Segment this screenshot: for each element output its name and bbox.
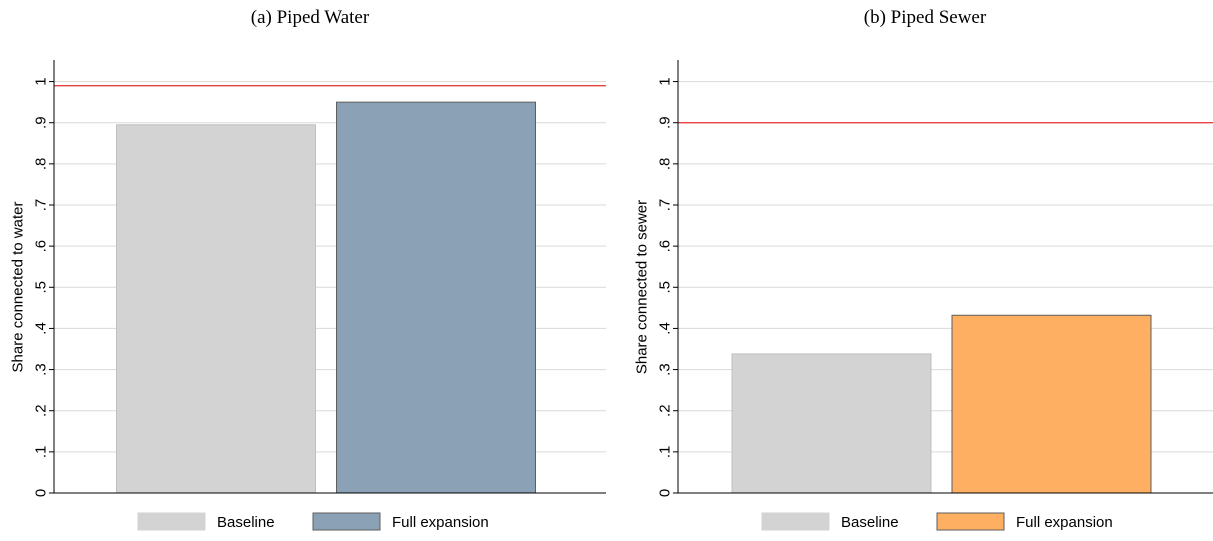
legend-swatch-full-expansion xyxy=(936,512,1005,531)
y-tick-label: .6 xyxy=(33,240,50,253)
bar-full-expansion xyxy=(336,101,536,494)
y-tick-label: .9 xyxy=(33,116,50,129)
y-tick-label: 0 xyxy=(33,489,50,497)
y-tick-label: .4 xyxy=(657,322,674,335)
y-tick-label: .1 xyxy=(657,446,674,459)
y-tick-label: .8 xyxy=(657,158,674,171)
y-tick-label: .5 xyxy=(657,281,674,294)
bar-baseline xyxy=(116,124,316,494)
y-tick-label: .1 xyxy=(33,446,50,459)
y-tick-label: 1 xyxy=(33,77,50,85)
legend-label-baseline: Baseline xyxy=(841,514,899,531)
bar-chart-piped-sewer: (b) Piped Sewer 0 .1 .2 .3 .4 .5 .6 .7 .8 .9 1 Share… xyxy=(634,7,1213,531)
legend-label-full-expansion: Full expansion xyxy=(1016,514,1113,531)
y-tick-label: .6 xyxy=(657,240,674,253)
y-tick-label: .5 xyxy=(33,281,50,294)
y-tick-label: .3 xyxy=(657,363,674,376)
legend-swatch-baseline xyxy=(137,512,206,531)
y-tick-label: 0 xyxy=(657,489,674,497)
chart-title: (b) Piped Sewer xyxy=(864,7,987,28)
legend-label-full-expansion: Full expansion xyxy=(392,514,489,531)
bar-baseline xyxy=(731,353,932,494)
y-tick-label: .7 xyxy=(657,199,674,212)
chart-panel-piped-sewer: (b) Piped Sewer 0 .1 .2 .3 .4 .5 .6 .7 .8 .9 1 Share… xyxy=(624,0,1213,536)
y-tick-label: .7 xyxy=(33,199,50,212)
y-tick-label: .2 xyxy=(33,404,50,417)
y-tick-label: .9 xyxy=(657,116,674,129)
y-tick-label: 1 xyxy=(657,77,674,85)
y-tick-label: .2 xyxy=(657,404,674,417)
legend-swatch-baseline xyxy=(761,512,830,531)
y-tick-label: .8 xyxy=(33,158,50,171)
y-axis-label: Share connected to water xyxy=(10,202,27,373)
legend-swatch-full-expansion xyxy=(312,512,381,531)
chart-title: (a) Piped Water xyxy=(251,7,370,28)
bar-full-expansion xyxy=(951,314,1152,494)
legend-label-baseline: Baseline xyxy=(217,514,275,531)
bar-chart-piped-water: (a) Piped Water 0 .1 .2 .3 .4 .5 .6 .7 .8 .9 1 Share… xyxy=(10,7,606,531)
y-axis-label: Share connected to sewer xyxy=(634,200,651,374)
y-tick-label: .4 xyxy=(33,322,50,335)
chart-panel-piped-water: (a) Piped Water 0 .1 .2 .3 .4 .5 .6 .7 .8 .9 1 Share… xyxy=(0,0,606,536)
y-tick-label: .3 xyxy=(33,363,50,376)
